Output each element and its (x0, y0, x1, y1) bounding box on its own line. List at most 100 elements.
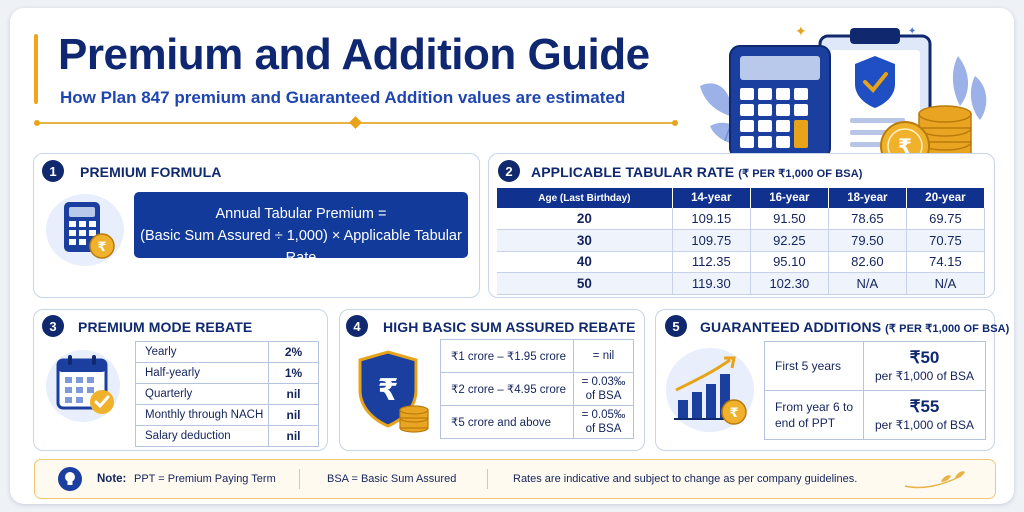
mode-rebate-value: nil (268, 404, 319, 426)
table-row: From year 6 to end of PPT ₹55 per ₹1,000 o… (764, 390, 986, 440)
svg-text:₹: ₹ (898, 134, 912, 158)
page-subtitle: How Plan 847 premium and Guaranteed Addi… (60, 88, 626, 107)
mode-label: Quarterly (135, 383, 269, 405)
table-cell: 119.30 (672, 272, 751, 295)
growth-chart-icon: ₹ (674, 356, 747, 425)
section-title-main: GUARANTEED ADDITIONS (700, 319, 882, 335)
mode-rebate-value: nil (268, 383, 319, 405)
section-title: PREMIUM MODE REBATE (78, 319, 253, 335)
table-row: Monthly through NACH nil (135, 404, 319, 426)
svg-text:₹: ₹ (97, 240, 106, 255)
bsa-rebate-unit: of BSA (585, 390, 622, 402)
table-row: Half-yearly 1% (135, 362, 319, 384)
table-cell: 95.10 (750, 251, 829, 273)
ga-value: ₹50 (909, 348, 940, 367)
svg-text:✦: ✦ (908, 26, 916, 37)
table-cell: 30 (497, 229, 673, 252)
bsa-range: ₹2 crore – ₹4.95 crore (440, 372, 574, 406)
table-cell: 40 (497, 251, 673, 273)
note-ppt: PPT = Premium Paying Term (134, 473, 276, 485)
note-disclaimer: Rates are indicative and subject to chan… (513, 473, 858, 485)
table-cell: 91.50 (750, 208, 829, 230)
svg-text:₹: ₹ (378, 373, 399, 408)
table-row: ₹5 crore and above = 0.05‰ of BSA (440, 405, 634, 439)
ga-value: ₹55 (909, 397, 940, 416)
table-row: Yearly 2% (135, 341, 319, 363)
bsa-rebate-unit: of BSA (585, 423, 622, 435)
section-title: APPLICABLE TABULAR RATE (₹ PER ₹1,000 OF… (531, 164, 863, 180)
table-row: Salary deduction nil (135, 425, 319, 447)
section-number: 2 (498, 160, 520, 182)
section-number: 4 (346, 315, 368, 337)
section-title-unit: (₹ PER ₹1,000 OF BSA) (738, 168, 863, 180)
table-cell: 102.30 (750, 272, 829, 295)
table-cell: 112.35 (672, 251, 751, 273)
table-row: 20 109.15 91.50 78.65 69.75 (497, 208, 986, 230)
title-accent-bar (34, 34, 38, 104)
table-cell: N/A (828, 272, 907, 295)
lightbulb-icon (58, 467, 82, 491)
column-header: 18-year (828, 188, 907, 208)
bsa-rebate-value: = nil (592, 350, 615, 362)
bsa-rebate-value: = 0.05‰ (581, 409, 626, 421)
table-cell: 109.15 (672, 208, 751, 230)
table-cell: 92.25 (750, 229, 829, 252)
table-row: ₹1 crore – ₹1.95 crore = nil (440, 339, 634, 373)
column-header: 16-year (750, 188, 829, 208)
page-title: Premium and Addition Guide (58, 30, 650, 79)
section-title-main: APPLICABLE TABULAR RATE (531, 164, 735, 180)
table-cell: 109.75 (672, 229, 751, 252)
section-number: 3 (42, 315, 64, 337)
mode-rebate-value: 2% (268, 341, 319, 363)
divider-dot (672, 120, 678, 126)
tabular-rate-table: Age (Last Birthday) 14-year 16-year 18-y… (497, 188, 986, 295)
table-cell: 82.60 (828, 251, 907, 273)
bsa-rebate-cell: = 0.05‰ of BSA (573, 405, 634, 439)
note-separator (487, 469, 488, 489)
table-row: ₹2 crore – ₹4.95 crore = 0.03‰ of BSA (440, 372, 634, 406)
note-bsa: BSA = Basic Sum Assured (327, 473, 457, 485)
table-cell: 79.50 (828, 229, 907, 252)
section-title: GUARANTEED ADDITIONS (₹ PER ₹1,000 OF BS… (700, 319, 1009, 335)
premium-formula-box: Annual Tabular Premium = (Basic Sum Assu… (134, 192, 468, 266)
mode-rebate-value: 1% (268, 362, 319, 384)
section-number: 1 (42, 160, 64, 182)
table-row: Quarterly nil (135, 383, 319, 405)
note-separator (299, 469, 300, 489)
table-row: 40 112.35 95.10 82.60 74.15 (497, 251, 986, 273)
table-cell: 20 (497, 208, 673, 230)
column-header: 14-year (672, 188, 751, 208)
bsa-rebate-value: = 0.03‰ (581, 376, 626, 388)
ga-unit: per ₹1,000 of BSA (874, 418, 975, 432)
table-header-row: Age (Last Birthday) 14-year 16-year 18-y… (497, 188, 986, 208)
section-number: 5 (665, 315, 687, 337)
section-title-unit: (₹ PER ₹1,000 OF BSA) (885, 323, 1010, 335)
calendar-check-icon (56, 355, 114, 414)
mode-rebate-table: Yearly 2% Half-yearly 1% Quarterly nil Mont… (135, 341, 319, 447)
bsa-rebate-cell: = 0.03‰ of BSA (573, 372, 634, 406)
table-cell: 69.75 (906, 208, 986, 230)
divider-dot (34, 120, 40, 126)
mode-label: Half-yearly (135, 362, 269, 384)
table-cell: 70.75 (906, 229, 986, 252)
table-row: First 5 years ₹50 per ₹1,000 of BSA (764, 341, 986, 391)
formula-line-1: Annual Tabular Premium = (215, 206, 387, 222)
svg-text:₹: ₹ (729, 406, 738, 421)
note-label: Note: (97, 473, 127, 485)
mode-label: Salary deduction (135, 425, 269, 447)
column-header: 20-year (906, 188, 986, 208)
table-cell: 78.65 (828, 208, 907, 230)
table-cell: 74.15 (906, 251, 986, 273)
column-header: Age (Last Birthday) (497, 188, 673, 208)
note-bar: Note: PPT = Premium Paying Term BSA = Ba… (34, 459, 996, 499)
calculator-clipboard-coins-icon: ✦ ✦ ₹ (700, 24, 987, 166)
table-cell: N/A (906, 272, 986, 295)
table-row: 30 109.75 92.25 79.50 70.75 (497, 229, 986, 252)
guaranteed-additions-table: First 5 years ₹50 per ₹1,000 of BSA From y… (764, 341, 986, 440)
svg-text:✦: ✦ (795, 24, 807, 40)
mode-label: Monthly through NACH (135, 404, 269, 426)
ga-unit: per ₹1,000 of BSA (874, 369, 975, 383)
ga-period: First 5 years (764, 341, 864, 391)
bsa-rebate-cell: = nil (573, 339, 634, 373)
bsa-range: ₹1 crore – ₹1.95 crore (440, 339, 574, 373)
